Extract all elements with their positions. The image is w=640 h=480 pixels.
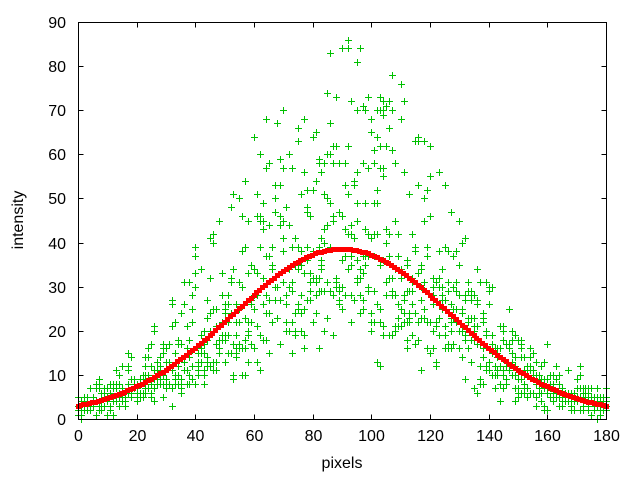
x-tick-label: 180 — [593, 428, 620, 445]
y-tick-label: 60 — [48, 147, 66, 164]
y-tick-label: 10 — [48, 368, 66, 385]
scatter-series — [75, 37, 610, 423]
x-tick-label: 140 — [476, 428, 503, 445]
y-tick-label: 30 — [48, 280, 66, 297]
x-tick-label: 100 — [358, 428, 385, 445]
x-tick-label: 0 — [74, 428, 83, 445]
x-tick-label: 20 — [129, 428, 147, 445]
y-tick-label: 70 — [48, 103, 66, 120]
x-tick-label: 120 — [417, 428, 444, 445]
y-axis-label: intensity — [10, 190, 27, 250]
x-tick-label: 60 — [246, 428, 264, 445]
x-tick-label: 40 — [187, 428, 205, 445]
y-tick-label: 80 — [48, 59, 66, 76]
tick-labels: 0 20 40 60 80 100 120 140 160 180 0 10 20 30 40 50 60 70 8… — [48, 15, 620, 445]
axis-frame — [78, 22, 607, 420]
y-tick-label: 90 — [48, 15, 66, 32]
x-tick-label: 80 — [305, 428, 323, 445]
x-axis-label: pixels — [321, 455, 363, 472]
y-tick-label: 50 — [48, 191, 66, 208]
y-tick-label: 20 — [48, 324, 66, 341]
y-tick-label: 40 — [48, 236, 66, 253]
fit-curve-series — [76, 247, 609, 409]
x-tick-label: 160 — [534, 428, 561, 445]
y-tick-label: 0 — [57, 412, 66, 429]
